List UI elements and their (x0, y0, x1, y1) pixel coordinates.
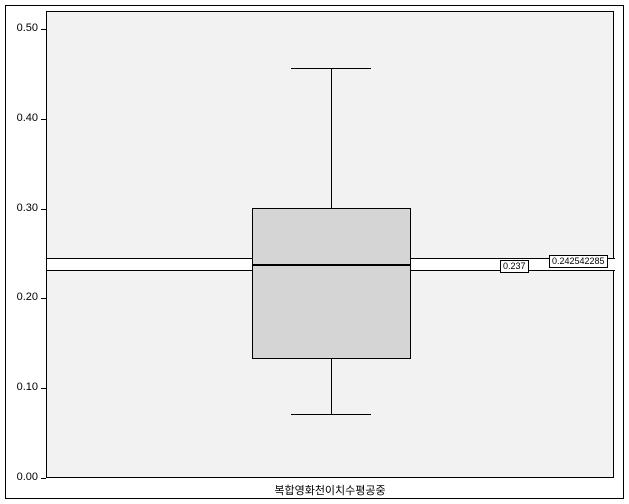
y-tick-label: 0.30 (17, 202, 38, 214)
median-line (252, 264, 411, 266)
whisker-lower (331, 359, 332, 415)
box-iqr (252, 208, 411, 359)
y-tick-mark (41, 388, 46, 389)
y-tick-mark (41, 209, 46, 210)
x-axis-label: 복합영화천이치수평공중 (274, 482, 385, 498)
whisker-cap-upper (291, 68, 371, 69)
y-tick-label: 0.10 (17, 381, 38, 393)
whisker-cap-lower (291, 414, 371, 415)
y-tick-mark (41, 29, 46, 30)
y-tick-label: 0.50 (17, 22, 38, 34)
y-tick-label: 0.40 (17, 112, 38, 124)
plot-area: 0.237 0.242542285 (46, 11, 614, 478)
y-tick-label: 0.00 (17, 471, 38, 483)
y-tick-mark (41, 478, 46, 479)
annotation-left: 0.237 (500, 260, 529, 273)
y-tick-label: 0.20 (17, 291, 38, 303)
whisker-upper (331, 68, 332, 208)
y-tick-mark (41, 298, 46, 299)
y-tick-mark (41, 119, 46, 120)
boxplot-chart: 0.237 0.242542285 0.00 0.10 0.20 0.30 0.40 0.… (0, 0, 629, 504)
annotation-right: 0.242542285 (549, 255, 608, 268)
